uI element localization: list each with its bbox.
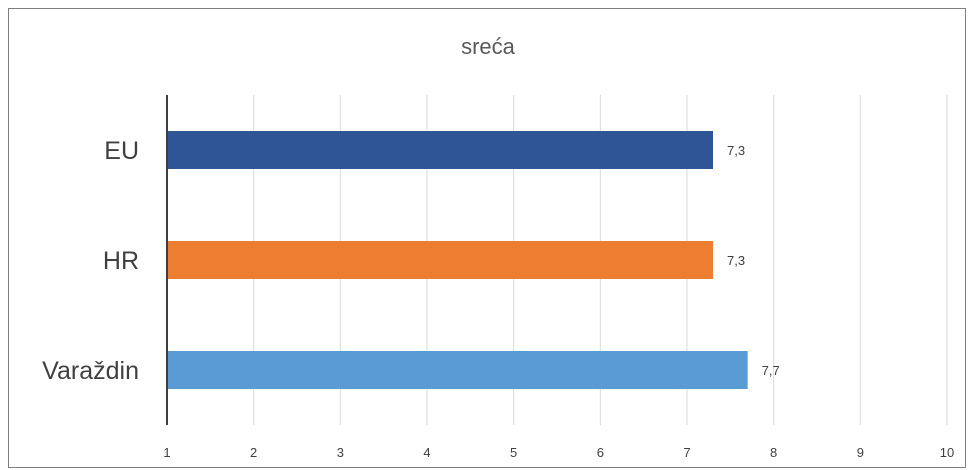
chart-title: sreća [461,34,516,59]
category-label: EU [104,137,139,165]
data-label: 7,3 [727,143,745,158]
data-label: 7,3 [727,253,745,268]
x-tick-label: 5 [510,445,517,460]
x-tick-label: 6 [597,445,604,460]
category-label: HR [103,247,139,275]
bar [168,351,748,389]
category-label: Varaždin [42,357,139,385]
data-label: 7,7 [762,363,780,378]
chart-frame: sreća EU HR Varaždin 1 2 3 4 5 6 7 8 9 10 7,3 7,3 7,7 [8,8,966,468]
x-tick-label: 7 [683,445,690,460]
x-tick-label: 9 [857,445,864,460]
x-tick-label: 2 [250,445,257,460]
x-tick-label: 10 [940,445,954,460]
bar-chart: sreća EU HR Varaždin 1 2 3 4 5 6 7 8 9 10 7,3 7,3 7,7 [42,34,954,460]
x-tick-label: 1 [163,445,170,460]
x-tick-label: 8 [770,445,777,460]
bar [168,241,713,279]
bar [168,131,713,169]
x-tick-label: 4 [423,445,430,460]
x-tick-label: 3 [337,445,344,460]
